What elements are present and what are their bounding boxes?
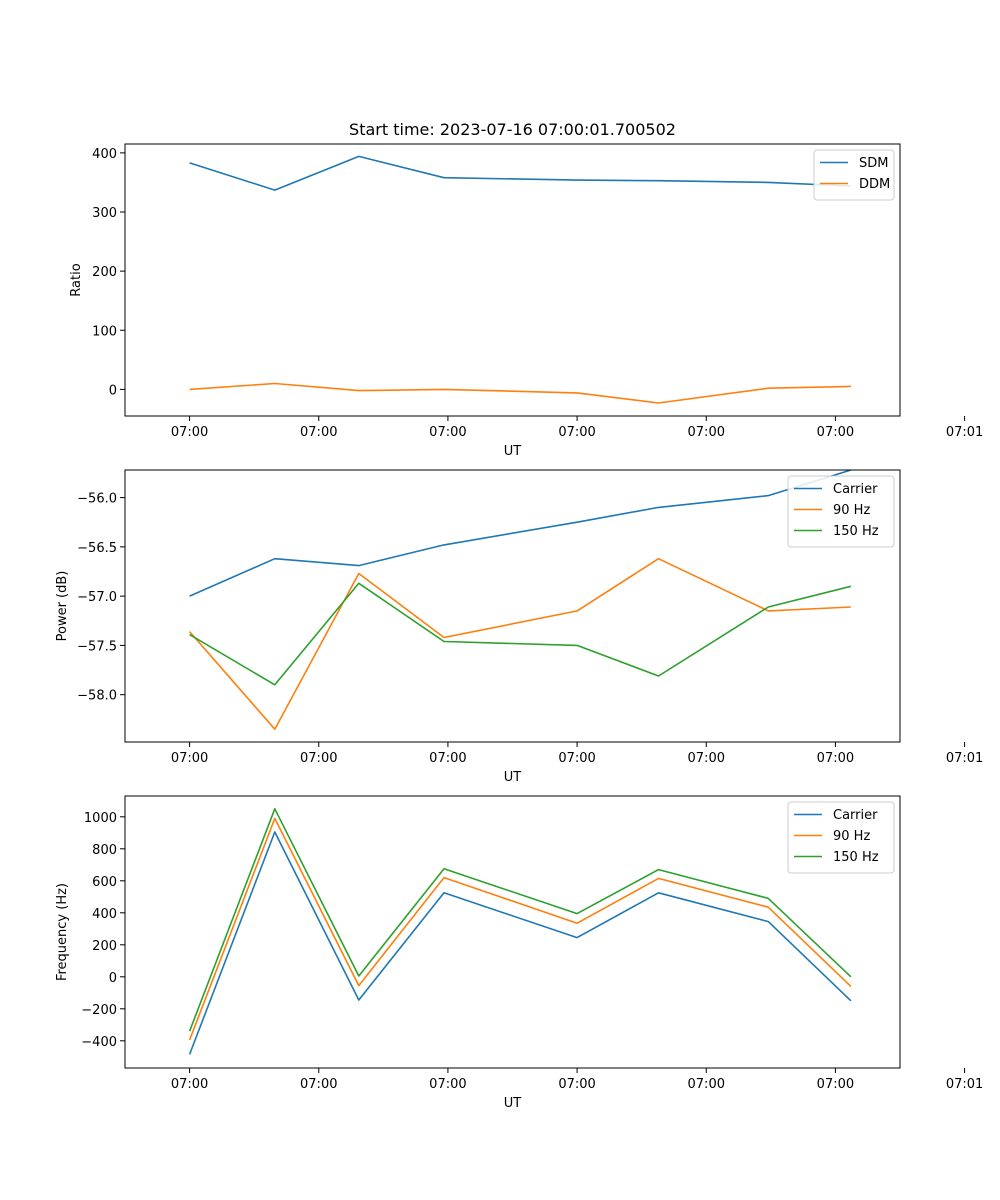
legend: Carrier 90 Hz 150 Hz xyxy=(787,801,895,874)
x-tick-label: 07:00 xyxy=(688,1077,725,1092)
y-tick-label: −57.0 xyxy=(77,590,117,605)
legend-box xyxy=(787,801,895,874)
x-tick-label: 07:00 xyxy=(688,425,725,440)
y-tick-label: 400 xyxy=(92,147,117,162)
y-tick-label: 800 xyxy=(92,843,117,858)
y-tick-label: 600 xyxy=(92,875,117,890)
chart-panel-2: 07:00 07:00 07:00 07:00 07:00 07:00 07:01 −58.0… xyxy=(55,469,983,785)
x-tick-label: 07:00 xyxy=(300,1077,337,1092)
y-axis-label: Ratio xyxy=(69,263,84,296)
x-tick-label: 07:00 xyxy=(171,1077,208,1092)
x-tick-label: 07:00 xyxy=(300,425,337,440)
x-tick-label: 07:00 xyxy=(817,1077,854,1092)
y-tick-label: 200 xyxy=(92,939,117,954)
legend-label: Carrier xyxy=(833,808,878,823)
series-line-sdm xyxy=(189,155,851,191)
legend-label: 150 Hz xyxy=(833,524,879,539)
x-tick-label: 07:00 xyxy=(817,751,854,766)
legend-label: DDM xyxy=(859,177,890,192)
y-tick-label: −56.5 xyxy=(77,541,117,556)
series-line-150-hz xyxy=(189,582,852,686)
x-tick-label: 07:00 xyxy=(300,751,337,766)
x-tick-label: 07:00 xyxy=(429,425,466,440)
y-axis-label: Frequency (Hz) xyxy=(55,883,70,981)
x-tick-label: 07:00 xyxy=(429,1077,466,1092)
legend-label: 90 Hz xyxy=(833,829,870,844)
x-tick-label: 07:00 xyxy=(171,425,208,440)
x-tick-label: 07:00 xyxy=(171,751,208,766)
y-tick-label: 1000 xyxy=(84,811,117,826)
x-axis-label: UT xyxy=(504,1096,522,1111)
axes-frame xyxy=(124,469,901,743)
chart-title: Start time: 2023-07-16 07:00:01.700502 xyxy=(349,120,676,139)
legend-box xyxy=(787,475,895,548)
x-tick-label: 07:00 xyxy=(429,751,466,766)
x-tick-label: 07:00 xyxy=(558,751,595,766)
y-tick-label: 400 xyxy=(92,907,117,922)
y-tick-label: 0 xyxy=(109,971,117,986)
legend: SDM DDM xyxy=(813,149,895,201)
axes-frame xyxy=(124,143,901,417)
y-tick-label: 100 xyxy=(92,324,117,339)
series-line-90-hz xyxy=(188,557,851,731)
legend: Carrier 90 Hz 150 Hz xyxy=(787,475,895,548)
series-line-carrier xyxy=(189,470,852,597)
y-tick-label: 300 xyxy=(92,206,117,221)
y-tick-label: 200 xyxy=(92,265,117,280)
y-axis-label: Power (dB) xyxy=(55,571,70,642)
x-tick-label: 07:01 xyxy=(946,1077,983,1092)
y-tick-label: 0 xyxy=(109,383,117,398)
legend-label: SDM xyxy=(859,156,888,171)
x-tick-label: 07:00 xyxy=(558,1077,595,1092)
legend-label: Carrier xyxy=(833,482,878,497)
y-tick-label: −400 xyxy=(81,1035,117,1050)
series-line-ddm xyxy=(189,382,851,404)
x-axis-label: UT xyxy=(504,444,522,459)
chart-panel-3: 07:00 07:00 07:00 07:00 07:00 07:00 07:01 −400 −… xyxy=(55,795,983,1111)
series-line-carrier xyxy=(188,831,852,1055)
legend-label: 150 Hz xyxy=(833,850,879,865)
x-tick-label: 07:00 xyxy=(688,751,725,766)
x-tick-label: 07:00 xyxy=(817,425,854,440)
axes-frame xyxy=(124,795,901,1069)
series-line-90-hz xyxy=(188,817,852,1041)
y-tick-label: −200 xyxy=(81,1003,117,1018)
x-axis-label: UT xyxy=(504,770,522,785)
series-line-150-hz xyxy=(188,807,852,1032)
y-tick-label: −58.0 xyxy=(77,689,117,704)
x-tick-label: 07:01 xyxy=(946,751,983,766)
chart-panel-1: Start time: 2023-07-16 07:00:01.700502 07… xyxy=(69,120,983,459)
x-tick-label: 07:00 xyxy=(558,425,595,440)
legend-label: 90 Hz xyxy=(833,503,870,518)
x-tick-label: 07:01 xyxy=(946,425,983,440)
y-tick-label: −57.5 xyxy=(77,639,117,654)
y-tick-label: −56.0 xyxy=(77,492,117,507)
